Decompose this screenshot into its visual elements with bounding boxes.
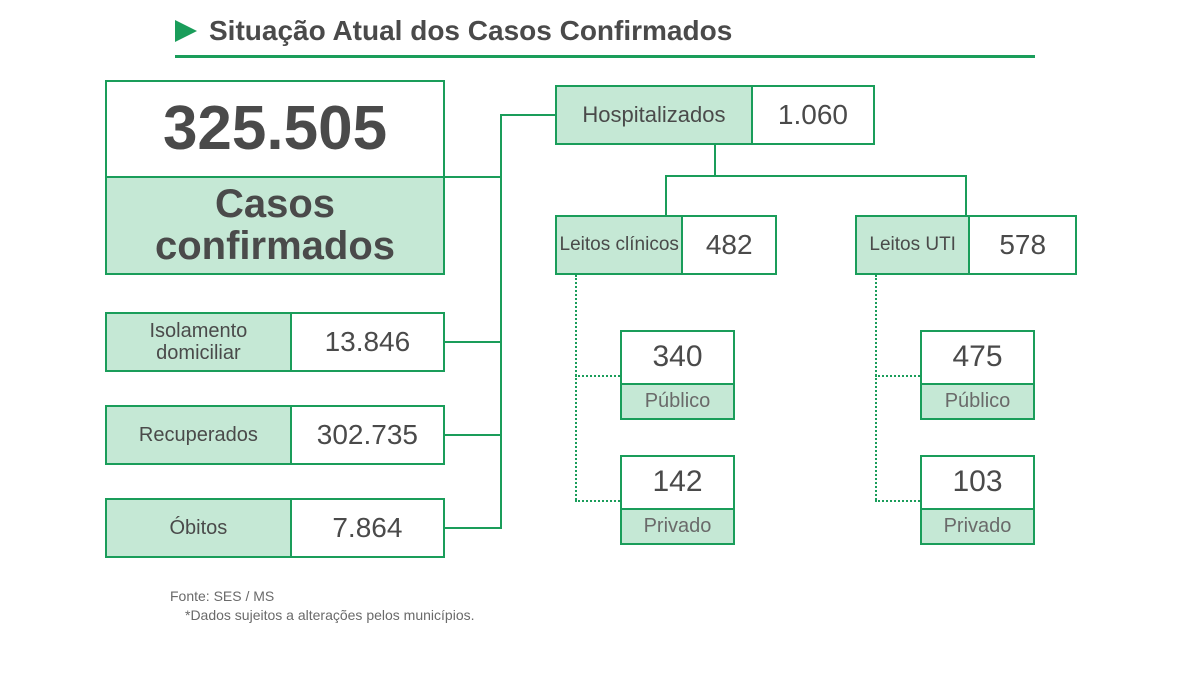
hospitalized-label: Hospitalizados [557, 87, 753, 143]
connector-dotted [875, 375, 920, 377]
clinical-private-box: 142 Privado [620, 455, 735, 545]
icu-public-label: Público [922, 385, 1033, 418]
connector-line [665, 175, 967, 177]
connector-dotted [575, 275, 577, 500]
isolation-value: 13.846 [292, 314, 443, 370]
icu-public-box: 475 Público [920, 330, 1035, 420]
icu-label: Leitos UTI [857, 217, 970, 273]
recovered-label: Recuperados [107, 407, 292, 463]
recovered-box: Recuperados 302.735 [105, 405, 445, 465]
header: Situação Atual dos Casos Confirmados [175, 15, 732, 47]
icu-private-value: 103 [922, 457, 1033, 510]
hospitalized-value: 1.060 [753, 87, 873, 143]
icu-value: 578 [970, 217, 1075, 273]
connector-dotted [875, 500, 920, 502]
isolation-label: Isolamento domiciliar [107, 314, 292, 370]
connector-line [445, 176, 500, 178]
clinical-private-value: 142 [622, 457, 733, 510]
icu-box: Leitos UTI 578 [855, 215, 1077, 275]
clinical-value: 482 [683, 217, 775, 273]
disclaimer-note: *Dados sujeitos a alterações pelos munic… [185, 607, 475, 623]
connector-line [445, 341, 502, 343]
clinical-private-label: Privado [622, 510, 733, 543]
main-confirmed-box: 325.505 Casos confirmados [105, 80, 445, 275]
deaths-value: 7.864 [292, 500, 443, 556]
main-label: Casos confirmados [107, 178, 443, 274]
hospitalized-box: Hospitalizados 1.060 [555, 85, 875, 145]
connector-line [714, 145, 716, 175]
deaths-label: Óbitos [107, 500, 292, 556]
connector-line [965, 175, 967, 215]
header-underline [175, 55, 1035, 58]
icu-private-label: Privado [922, 510, 1033, 543]
recovered-value: 302.735 [292, 407, 443, 463]
connector-line [500, 114, 555, 116]
connector-dotted [575, 500, 620, 502]
connector-line [445, 434, 502, 436]
triangle-play-icon [175, 20, 197, 42]
clinical-label: Leitos clínicos [557, 217, 683, 273]
deaths-box: Óbitos 7.864 [105, 498, 445, 558]
main-value: 325.505 [107, 82, 443, 178]
connector-dotted [875, 275, 877, 500]
clinical-public-box: 340 Público [620, 330, 735, 420]
connector-dotted [575, 375, 620, 377]
connector-line [445, 527, 502, 529]
isolation-box: Isolamento domiciliar 13.846 [105, 312, 445, 372]
clinical-public-value: 340 [622, 332, 733, 385]
connector-line [665, 175, 667, 215]
page-title: Situação Atual dos Casos Confirmados [209, 15, 732, 47]
clinical-box: Leitos clínicos 482 [555, 215, 777, 275]
icu-public-value: 475 [922, 332, 1033, 385]
clinical-public-label: Público [622, 385, 733, 418]
connector-line [500, 114, 502, 529]
icu-private-box: 103 Privado [920, 455, 1035, 545]
source-note: Fonte: SES / MS [170, 588, 274, 604]
